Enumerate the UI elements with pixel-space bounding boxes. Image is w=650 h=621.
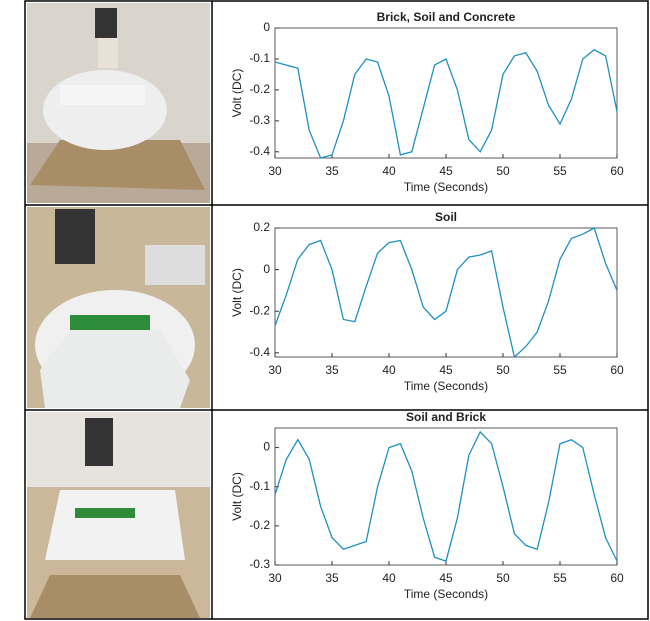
y-tick-label: -0.1 [249,479,270,493]
y-tick-label: -0.3 [249,113,270,127]
data-line [274,430,618,562]
chart-title: Soil [435,210,457,224]
x-tick-label: 50 [496,571,510,585]
y-tick-label: -0.2 [249,303,270,317]
x-tick-label: 50 [496,164,510,178]
x-tick-label: 40 [382,363,396,377]
y-tick-label: -0.1 [249,51,270,65]
x-tick-label: 55 [553,571,567,585]
data-line [274,227,618,359]
x-tick-label: 60 [610,164,624,178]
y-tick-label: -0.4 [249,144,270,158]
y-tick-label: 0.2 [253,220,270,234]
chart-title: Brick, Soil and Concrete [377,10,516,24]
x-tick-label: 45 [439,571,453,585]
x-tick-label: 30 [268,164,282,178]
y-tick-label: -0.4 [249,345,270,359]
y-tick-label: 0 [263,20,270,34]
x-tick-label: 30 [268,571,282,585]
y-tick-label: -0.2 [249,82,270,96]
x-axis-label: Time (Seconds) [404,180,488,194]
y-axis-label: Volt (DC) [230,69,244,118]
plot-area [274,227,618,358]
x-tick-label: 35 [325,363,339,377]
plot-area [274,27,618,159]
y-tick-label: -0.2 [249,518,270,532]
x-tick-label: 35 [325,164,339,178]
plot-area [274,427,618,566]
photo-1 [27,3,210,203]
y-axis-label: Volt (DC) [230,472,244,521]
x-tick-label: 30 [268,363,282,377]
data-line [274,48,618,159]
x-tick-label: 45 [439,164,453,178]
y-axis-label: Volt (DC) [230,268,244,317]
x-tick-label: 45 [439,363,453,377]
x-tick-label: 50 [496,363,510,377]
x-tick-label: 55 [553,363,567,377]
x-tick-label: 35 [325,571,339,585]
x-tick-label: 40 [382,164,396,178]
x-tick-label: 55 [553,164,567,178]
x-tick-label: 60 [610,363,624,377]
x-axis-label: Time (Seconds) [404,587,488,601]
photo-3 [27,412,210,618]
x-axis-label: Time (Seconds) [404,379,488,393]
y-tick-label: 0 [263,440,270,454]
y-tick-label: 0 [263,262,270,276]
y-tick-label: -0.3 [249,557,270,571]
chart-title: Soil and Brick [406,410,486,424]
photo-2 [27,207,210,408]
x-tick-label: 40 [382,571,396,585]
x-tick-label: 60 [610,571,624,585]
table-borders [24,0,649,620]
